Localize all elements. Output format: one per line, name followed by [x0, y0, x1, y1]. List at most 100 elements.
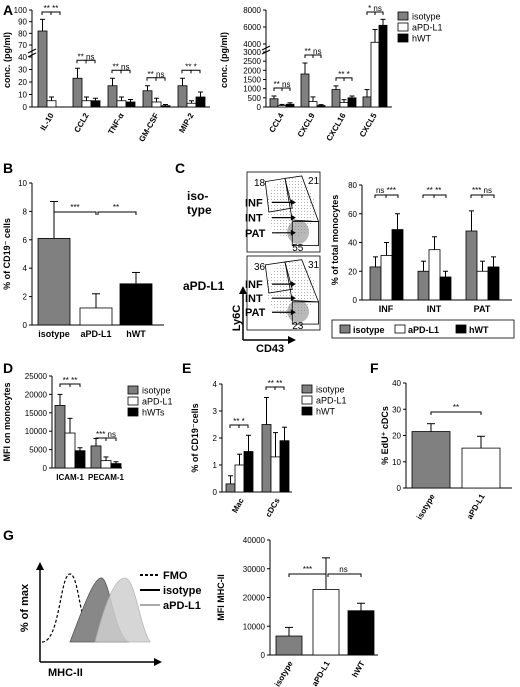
x-tick-label-pecam-1: PECAM-1 [88, 473, 125, 482]
significance-label: *** ns [472, 186, 492, 195]
significance-bracket [274, 386, 285, 390]
legend-label-isotype: isotype [412, 12, 441, 22]
y-tick-label-20: 20 [392, 432, 401, 441]
y-tick-label-10: 10 [18, 179, 27, 188]
bar-ccl4-hwt [285, 103, 295, 108]
y-tick-label-1500: 1500 [243, 76, 261, 85]
significance-label: ** ns [78, 52, 95, 61]
significance-bracket [53, 211, 97, 215]
legend-swatch-isotype [397, 11, 409, 21]
y-tick-label-60: 60 [348, 210, 357, 219]
x-tick-label-ccl2: CCL2 [72, 111, 91, 134]
panel-g: G % of max MHC-II FMO isotype aPD-L1 0 10000 2… [3, 527, 378, 687]
y-axis-label: MFI on monocytes [2, 382, 12, 461]
y-tick-label-15000: 15000 [25, 409, 48, 418]
significance-label: ns [339, 565, 347, 574]
row-label-isotype-cont: type [187, 203, 212, 217]
y-tick-label-10: 10 [18, 91, 27, 100]
bar-pat-apd-l1 [476, 270, 489, 301]
y-tick-label-500: 500 [248, 94, 262, 103]
significance-bracket [327, 573, 362, 577]
y-tick-label-40000: 40000 [243, 536, 266, 545]
y-tick-label-3000: 3000 [243, 48, 261, 57]
significance-bracket [288, 573, 327, 577]
y-tick-label-20: 20 [18, 78, 27, 87]
density-core [287, 300, 310, 323]
significance-bracket [433, 194, 447, 198]
significance-label: ns *** [376, 186, 396, 195]
y-tick-label-10: 10 [392, 458, 401, 467]
panel-label-c: C [175, 160, 185, 176]
legend-label-apd-l1: aPD-L1 [163, 600, 201, 612]
legend-label-hwts: hWTs [142, 408, 165, 418]
cd43-arrowhead [288, 336, 296, 344]
x-tick-label-ccl4: CCL4 [267, 111, 286, 134]
bar-pecam-1-hwts [110, 463, 122, 469]
bar-isotype [37, 237, 71, 326]
gate-arrowhead-inf [290, 199, 296, 206]
significance-bracket [312, 54, 322, 58]
bar-il-10-isotype [37, 30, 48, 108]
x-tick-label-icam-1: ICAM-1 [56, 473, 84, 482]
y-tick-label-80: 80 [348, 181, 357, 190]
x-tick-label-mip-2: MIP-2 [177, 111, 196, 134]
bar-pecam-1-isotype [90, 445, 102, 469]
panel-label-e: E [182, 360, 191, 376]
bar-cxcl5-hwt [378, 24, 388, 108]
panel-label-f: F [370, 360, 379, 376]
gate-count-inf: 36 [254, 262, 266, 273]
significance-bracket [343, 77, 353, 81]
gate-inf [264, 261, 293, 294]
x-tick-label-cdcs: cDCs [264, 496, 282, 519]
significance-bracket [238, 424, 249, 428]
gate-label-int: INT [245, 213, 263, 225]
bar-cxcl5-isotype [362, 96, 372, 108]
axis-break-mark [27, 48, 37, 58]
significance-bracket [430, 411, 482, 415]
significance-bracket [155, 77, 166, 81]
flow-plot-1: 18 21 55 INF INT PAT [245, 171, 321, 254]
legend-swatch-apd-l1 [301, 395, 313, 405]
significance-bracket [470, 194, 483, 198]
bar-int-isotype [417, 270, 430, 301]
y-tick-label-0: 0 [353, 296, 358, 305]
gate-label-pat: PAT [245, 228, 266, 240]
x-tick-label-gm-csf: GM-CSF [137, 111, 161, 143]
gate-count-pat: 55 [292, 243, 304, 254]
significance-label: * ns [368, 4, 382, 13]
y-axis-label: % of CD19⁻cells [190, 403, 200, 472]
significance-bracket [190, 69, 201, 74]
x-arrowhead [154, 658, 162, 666]
panel-d: D 0 5000 10000 15000 20000 25000 MFI on monocy… [2, 360, 173, 482]
y-tick-label-0: 0 [257, 103, 262, 112]
bar-pat-isotype [465, 230, 478, 301]
bar-apd-l1 [312, 589, 340, 656]
bar-hwt [119, 283, 153, 326]
y-tick-label-10000: 10000 [25, 427, 48, 436]
row-label-isotype: iso- [187, 189, 208, 203]
bar-pat-hwt [487, 266, 500, 301]
y-axis-label: % of CD19⁻ cells [2, 218, 12, 290]
y-tick-label-0: 0 [261, 651, 266, 660]
y-tick-label-20: 20 [348, 267, 357, 276]
y-tick-label-40: 40 [392, 379, 401, 388]
y-tick-label-10000: 10000 [243, 622, 266, 631]
y-tick-label-4: 4 [213, 380, 218, 389]
panel-label-b: B [3, 160, 13, 176]
panel-b: B 0 2 4 6 8 10 % of CD19⁻ cells isotype aPD-L1 hW… [2, 160, 164, 339]
y-tick-label-5000: 5000 [29, 446, 47, 455]
bar-tnf-apd-l1 [116, 100, 127, 108]
y-axis-label: conc. (pg/ml) [219, 32, 229, 88]
y-tick-label-30: 30 [392, 405, 401, 414]
legend-label-hwt: hWT [469, 325, 489, 335]
legend-swatch-isotype [127, 385, 139, 395]
legend-swatch-apd-l1 [127, 396, 139, 406]
bar-cxcl16-hwt [347, 97, 357, 108]
x-tick-label-hwt: hWT [126, 329, 146, 339]
bar-int-apd-l1 [428, 249, 441, 301]
significance-label: *** [303, 565, 312, 574]
significance-label: *** ns [96, 430, 116, 439]
bar-ccl4-apd-l1 [277, 105, 287, 108]
significance-bracket [281, 87, 291, 91]
bar-inf-hwt [391, 229, 404, 301]
